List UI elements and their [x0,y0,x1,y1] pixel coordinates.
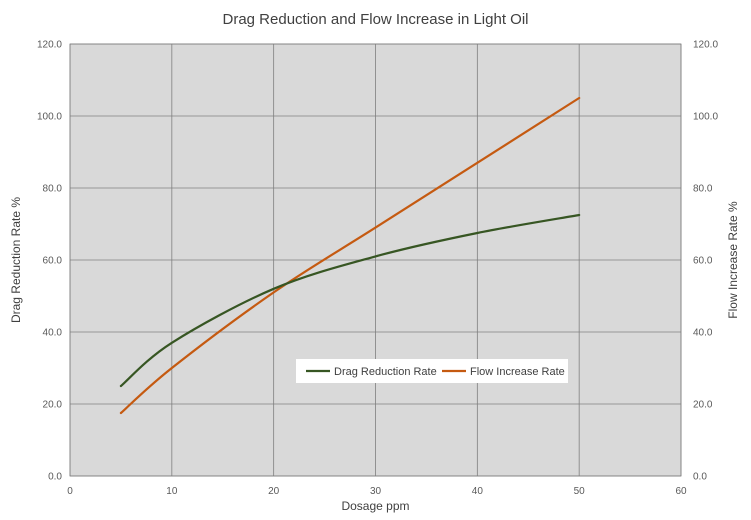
y-right-tick-label: 20.0 [693,400,713,411]
x-tick-label: 50 [574,486,586,497]
y-right-tick-label: 40.0 [693,328,713,339]
y-right-tick-label: 0.0 [693,472,707,483]
legend-box [296,359,568,383]
legend-label: Flow Increase Rate [470,366,565,378]
flow-increase-line [119,96,581,415]
y-right-tick-label: 120.0 [693,40,718,51]
chart-title: Drag Reduction and Flow Increase in Ligh… [223,11,529,28]
y-right-tick-label: 80.0 [693,184,713,195]
x-axis-title: Dosage ppm [341,499,409,513]
x-tick-label: 40 [472,486,484,497]
y-right-tick-label: 60.0 [693,256,713,267]
y-right-tick-label: 100.0 [693,112,718,123]
drag-reduction-line [119,213,581,388]
y-left-tick-label: 120.0 [37,40,62,51]
y-right-axis-title: Flow Increase Rate % [726,201,740,319]
plot-border [69,43,682,477]
y-left-tick-label: 80.0 [43,184,63,195]
x-tick-label: 60 [675,486,687,497]
y-left-tick-label: 100.0 [37,112,62,123]
y-left-tick-label: 20.0 [43,400,63,411]
y-left-tick-label: 0.0 [48,472,62,483]
y-left-tick-label: 40.0 [43,328,63,339]
x-tick-label: 0 [67,486,73,497]
y-left-tick-label: 60.0 [43,256,63,267]
legend-label: Drag Reduction Rate [334,366,437,378]
x-tick-label: 10 [166,486,178,497]
x-tick-label: 30 [370,486,382,497]
y-left-axis-title: Drag Reduction Rate % [9,197,23,323]
x-tick-label: 20 [268,486,280,497]
